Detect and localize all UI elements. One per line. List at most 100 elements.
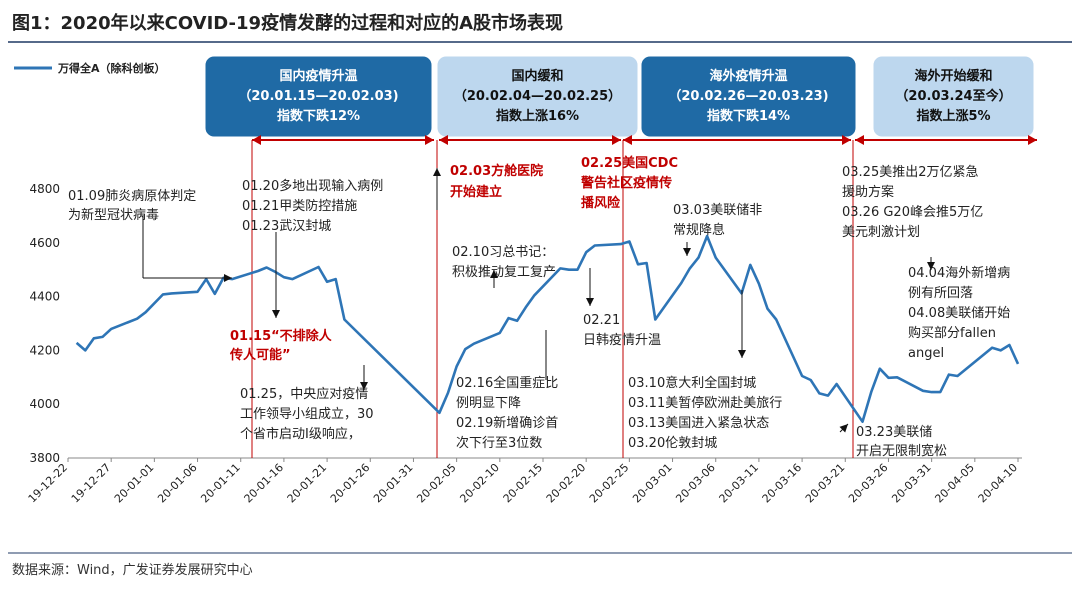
annotation-arrow-head xyxy=(683,248,691,256)
figure-title: 图1：2020年以来COVID-19疫情发酵的过程和对应的A股市场表现 xyxy=(12,12,563,34)
annotation-text: 援助方案 xyxy=(842,184,894,200)
y-tick-label: 4600 xyxy=(29,236,60,250)
x-tick-label: 20-03-06 xyxy=(673,461,718,506)
y-tick-label: 4800 xyxy=(29,182,60,196)
x-tick-label: 20-01-16 xyxy=(242,461,287,506)
phase-box-line: （20.02.26—20.03.23) xyxy=(668,88,828,104)
phase-box-line: 海外疫情升温 xyxy=(709,68,787,84)
annotation-arrow-head xyxy=(490,270,498,278)
annotation-text: 01.25，中央应对疫情 xyxy=(240,386,368,402)
annotation-text: 开始建立 xyxy=(450,184,502,200)
y-tick-label: 4400 xyxy=(29,290,60,304)
x-tick-label: 20-03-11 xyxy=(717,461,762,506)
annotation-arrow-head xyxy=(738,350,746,358)
x-tick-label: 20-03-21 xyxy=(803,461,848,506)
annotation-text: 次下行至3位数 xyxy=(456,435,542,451)
annotation-text: 播风险 xyxy=(581,195,621,211)
phase-box-line: 国内疫情升温 xyxy=(279,68,357,84)
phase-box-line: 指数上涨16% xyxy=(496,108,579,124)
x-tick-label: 20-02-15 xyxy=(501,461,546,506)
x-tick-label: 20-04-05 xyxy=(932,461,977,506)
annotation-text: 01.09肺炎病原体判定 xyxy=(68,189,196,204)
annotation-text: 例明显下降 xyxy=(456,396,521,411)
phase-box xyxy=(640,55,857,138)
phase-box-line: 指数下跌12% xyxy=(277,108,360,124)
annotation-text: 传人可能” xyxy=(229,347,291,363)
phase-box-line: （20.02.04—20.02.25） xyxy=(454,88,621,104)
phase-arrow-head xyxy=(842,135,851,145)
annotation-text: 01.15“不排除人 xyxy=(230,328,333,344)
phase-box xyxy=(872,55,1035,138)
legend-label: 万得全A（除科创板） xyxy=(57,61,166,75)
x-tick-label: 20-01-11 xyxy=(198,461,243,506)
x-tick-label: 20-01-21 xyxy=(285,461,330,506)
x-tick-label: 20-01-06 xyxy=(155,461,200,506)
annotation-text: 03.20伦敦封城 xyxy=(628,435,717,451)
annotation-text: 02.19新增确诊首 xyxy=(456,415,558,431)
annotation-arrow-head xyxy=(586,298,594,306)
annotation-text: 为新型冠状病毒 xyxy=(68,207,159,223)
annotation-text: 01.20多地出现输入病例 xyxy=(242,178,383,194)
phase-box xyxy=(204,55,433,138)
annotation-arrow-head xyxy=(224,274,232,282)
phase-box-line: （20.01.15—20.02.03) xyxy=(238,88,398,104)
source-note: 数据来源：Wind，广发证券发展研究中心 xyxy=(12,562,253,578)
x-tick-label: 20-02-10 xyxy=(457,461,502,506)
phase-arrow-head xyxy=(252,135,261,145)
phase-box-line: （20.03.24至今） xyxy=(895,88,1011,104)
x-tick-label: 19-12-27 xyxy=(69,461,114,506)
phase-box-line: 海外开始缓和 xyxy=(914,68,992,84)
x-tick-label: 20-02-25 xyxy=(587,461,632,506)
phase-arrow-head xyxy=(425,135,434,145)
annotation-text: 03.23美联储 xyxy=(856,425,932,440)
y-tick-label: 4200 xyxy=(29,343,60,357)
annotation-text: 03.26 G20峰会推5万亿 xyxy=(842,205,983,220)
x-tick-label: 20-02-20 xyxy=(544,461,589,506)
annotation-text: 03.13美国进入紧急状态 xyxy=(628,416,769,431)
annotation-text: 02.03方舱医院 xyxy=(450,163,543,179)
annotation-text: 积极推动复工复产 xyxy=(452,265,556,280)
phase-box-line: 国内缓和 xyxy=(511,68,563,84)
x-tick-label: 20-03-01 xyxy=(630,461,675,506)
x-tick-label: 20-03-31 xyxy=(889,461,934,506)
annotation-text: 工作领导小组成立，30 xyxy=(240,407,374,422)
annotation-text: 03.25美推出2万亿紧急 xyxy=(842,165,979,180)
annotation-arrow-head xyxy=(433,168,441,176)
phase-arrow-head xyxy=(1028,135,1037,145)
annotation-text: 03.10意大利全国封城 xyxy=(628,375,756,391)
annotation-text: 02.25美国CDC xyxy=(581,155,678,171)
phase-arrow-head xyxy=(855,135,864,145)
annotation-arrow-head xyxy=(272,310,280,318)
annotation-arrow-head xyxy=(839,424,848,433)
phase-arrow-head xyxy=(439,135,448,145)
x-tick-label: 20-01-31 xyxy=(371,461,416,506)
x-tick-label: 20-01-01 xyxy=(112,461,157,506)
annotation-text: 美元刺激计划 xyxy=(842,225,920,240)
x-tick-label: 20-04-10 xyxy=(976,461,1021,506)
annotation-text: 日韩疫情升温 xyxy=(583,332,661,348)
x-tick-label: 20-01-26 xyxy=(328,461,373,506)
annotation-text: 03.11美暂停欧洲赴美旅行 xyxy=(628,395,782,411)
y-tick-label: 3800 xyxy=(29,451,60,465)
annotation-text: 常规降息 xyxy=(673,222,725,238)
annotation-text: 02.10习总书记： xyxy=(452,245,554,260)
phase-arrow-head xyxy=(612,135,621,145)
annotation-text: 警告社区疫情传 xyxy=(581,175,672,191)
annotation-text: 开启无限制宽松 xyxy=(856,443,947,459)
series-layer xyxy=(75,234,1020,423)
annotation-text: 04.04海外新增病 xyxy=(908,265,1010,281)
annotation-text: 个省市启动I级响应， xyxy=(240,426,361,442)
x-tick-label: 20-02-05 xyxy=(414,461,459,506)
annotation-text: 例有所回落 xyxy=(908,286,973,301)
annotation-arrow-head xyxy=(360,382,368,390)
annotation-arrow-head xyxy=(927,262,935,270)
annotation-text: 02.16全国重症比 xyxy=(456,375,558,391)
annotation-text: angel xyxy=(908,346,944,361)
legend: 万得全A（除科创板） xyxy=(14,61,166,75)
phase-boxes: 国内疫情升温 （20.01.15—20.02.03) 指数下跌12% 国内缓和 （20.… xyxy=(204,55,1035,138)
phase-arrow-head xyxy=(623,135,632,145)
phase-box xyxy=(436,55,639,138)
x-tick-label: 20-03-16 xyxy=(760,461,805,506)
